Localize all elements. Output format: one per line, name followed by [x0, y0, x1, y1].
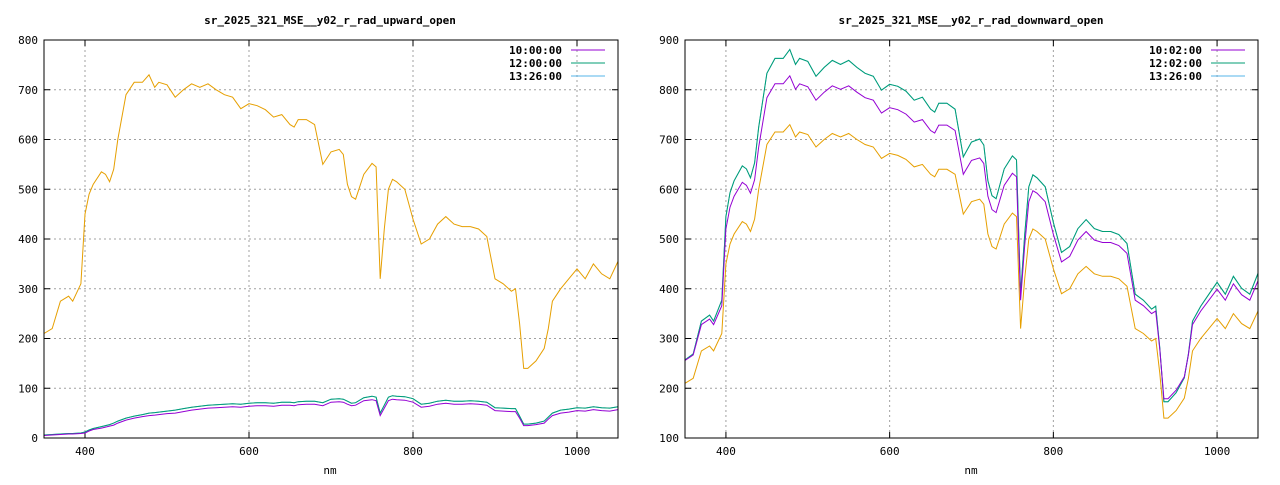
y-tick-label: 200: [659, 382, 679, 395]
x-tick-label: 600: [239, 445, 259, 458]
x-tick-label: 800: [1043, 445, 1063, 458]
x-tick-label: 400: [75, 445, 95, 458]
y-tick-label: 900: [659, 34, 679, 47]
y-tick-label: 200: [18, 333, 38, 346]
plot-frame: [684, 39, 1259, 439]
y-tick-label: 300: [659, 333, 679, 346]
x-tick-label: 400: [716, 445, 736, 458]
chart-downward: sr_2025_321_MSE__y02_r_rad_downward_open…: [659, 14, 1259, 477]
y-tick-label: 700: [18, 84, 38, 97]
y-tick-label: 800: [18, 34, 38, 47]
x-axis-label: nm: [323, 464, 337, 477]
series-line-unlabeled: [43, 73, 619, 369]
legend-label: 13:26:00: [1149, 70, 1202, 83]
legend-label: 12:02:00: [1149, 57, 1202, 70]
y-tick-label: 400: [659, 283, 679, 296]
y-tick-label: 700: [659, 134, 679, 147]
y-tick-label: 400: [18, 233, 38, 246]
y-tick-label: 500: [659, 233, 679, 246]
chart-upward: sr_2025_321_MSE__y02_r_rad_upward_open n…: [18, 14, 619, 477]
y-tick-label: 800: [659, 84, 679, 97]
x-tick-label: 1000: [1204, 445, 1231, 458]
x-tick-label: 1000: [564, 445, 591, 458]
chart-title: sr_2025_321_MSE__y02_r_rad_upward_open: [204, 14, 456, 27]
x-tick-label: 600: [880, 445, 900, 458]
y-tick-label: 600: [659, 183, 679, 196]
legend-label: 10:00:00: [509, 44, 562, 57]
series-line-unlabeled: [684, 123, 1259, 419]
y-tick-label: 0: [31, 432, 38, 445]
y-tick-label: 300: [18, 283, 38, 296]
y-tick-label: 600: [18, 134, 38, 147]
plot-frame: [43, 39, 619, 439]
x-axis-label: nm: [964, 464, 978, 477]
y-tick-label: 100: [659, 432, 679, 445]
series-line-120200: [684, 48, 1259, 403]
legend-label: 13:26:00: [509, 70, 562, 83]
legend-label: 10:02:00: [1149, 44, 1202, 57]
x-tick-label: 800: [403, 445, 423, 458]
series-line-100000: [43, 398, 619, 436]
y-tick-label: 500: [18, 183, 38, 196]
y-tick-label: 100: [18, 382, 38, 395]
series-line-120000: [43, 395, 619, 436]
series-line-100200: [684, 74, 1259, 400]
chart-title: sr_2025_321_MSE__y02_r_rad_downward_open: [839, 14, 1104, 27]
series-line-132600: [43, 395, 619, 436]
legend-label: 12:00:00: [509, 57, 562, 70]
series-line-132600: [684, 48, 1259, 403]
